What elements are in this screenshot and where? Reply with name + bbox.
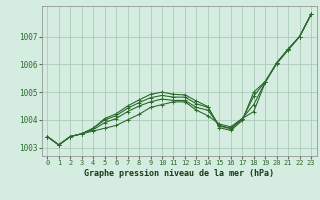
X-axis label: Graphe pression niveau de la mer (hPa): Graphe pression niveau de la mer (hPa) [84, 169, 274, 178]
